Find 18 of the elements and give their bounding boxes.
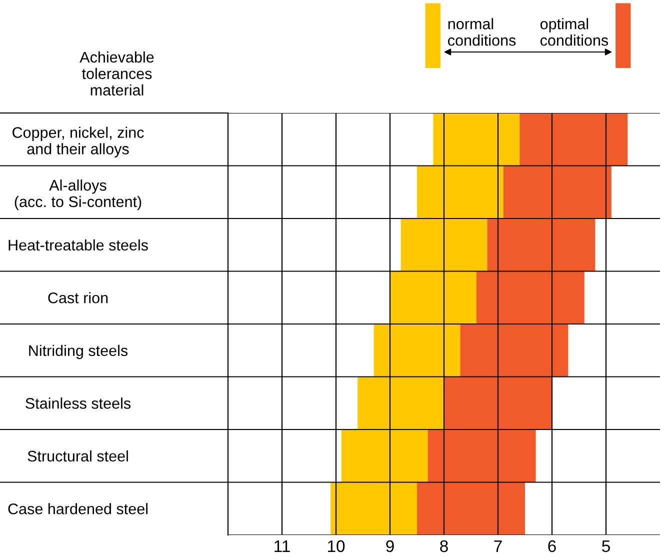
y-tick-label: Stainless steels <box>26 398 131 409</box>
y-tick-label: Nitriding steels <box>29 344 128 360</box>
x-tick-label: 6 <box>548 540 556 552</box>
x-tick-label: 7 <box>494 540 502 552</box>
y-tick-label: Structural steel <box>28 450 128 462</box>
x-tick-label: 11 <box>274 540 290 552</box>
y-tick-label: Case hardened steel <box>8 503 148 514</box>
y-tick-label: Al-alloys (acc. to Si-content) <box>14 179 142 210</box>
x-tick-label: 9 <box>386 540 394 552</box>
text: optimal conditions <box>540 18 608 46</box>
x-tick-label: 5 <box>602 540 610 552</box>
x-tick-label: 8 <box>440 540 448 552</box>
text: normal conditions <box>448 18 516 46</box>
y-tick-label: Copper, nickel, zinc and their alloys <box>12 126 144 158</box>
x-tick-label: 10 <box>328 540 345 552</box>
y-axis-title: Achievable tolerances material <box>80 51 154 96</box>
y-tick-label: Cast rion <box>48 292 108 304</box>
y-tick-label: Heat-treatable steels <box>8 239 148 251</box>
